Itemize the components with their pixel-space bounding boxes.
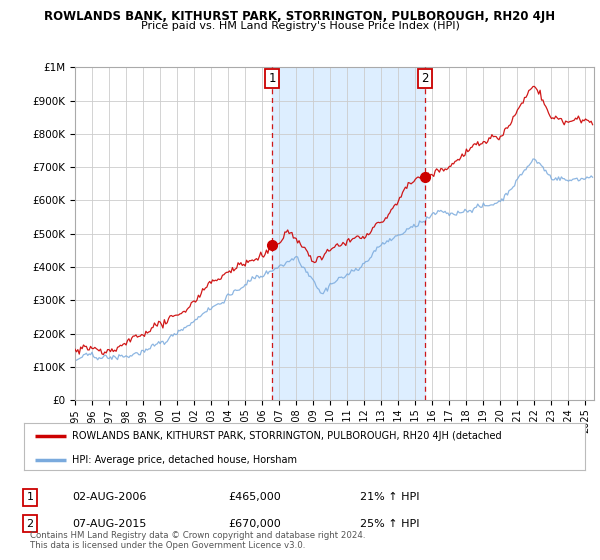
Text: 2: 2	[26, 519, 34, 529]
Text: 02-AUG-2006: 02-AUG-2006	[72, 492, 146, 502]
Text: 25% ↑ HPI: 25% ↑ HPI	[360, 519, 419, 529]
Text: Contains HM Land Registry data © Crown copyright and database right 2024.
This d: Contains HM Land Registry data © Crown c…	[30, 530, 365, 550]
Text: £465,000: £465,000	[228, 492, 281, 502]
Text: Price paid vs. HM Land Registry's House Price Index (HPI): Price paid vs. HM Land Registry's House …	[140, 21, 460, 31]
Text: 21% ↑ HPI: 21% ↑ HPI	[360, 492, 419, 502]
Text: HPI: Average price, detached house, Horsham: HPI: Average price, detached house, Hors…	[71, 455, 296, 465]
Text: £670,000: £670,000	[228, 519, 281, 529]
Text: 2: 2	[421, 72, 429, 85]
Text: 1: 1	[268, 72, 276, 85]
Text: 1: 1	[26, 492, 34, 502]
Text: ROWLANDS BANK, KITHURST PARK, STORRINGTON, PULBOROUGH, RH20 4JH (detached: ROWLANDS BANK, KITHURST PARK, STORRINGTO…	[71, 431, 502, 441]
Text: ROWLANDS BANK, KITHURST PARK, STORRINGTON, PULBOROUGH, RH20 4JH: ROWLANDS BANK, KITHURST PARK, STORRINGTO…	[44, 10, 556, 23]
Bar	[272, 67, 425, 400]
Text: 07-AUG-2015: 07-AUG-2015	[72, 519, 146, 529]
